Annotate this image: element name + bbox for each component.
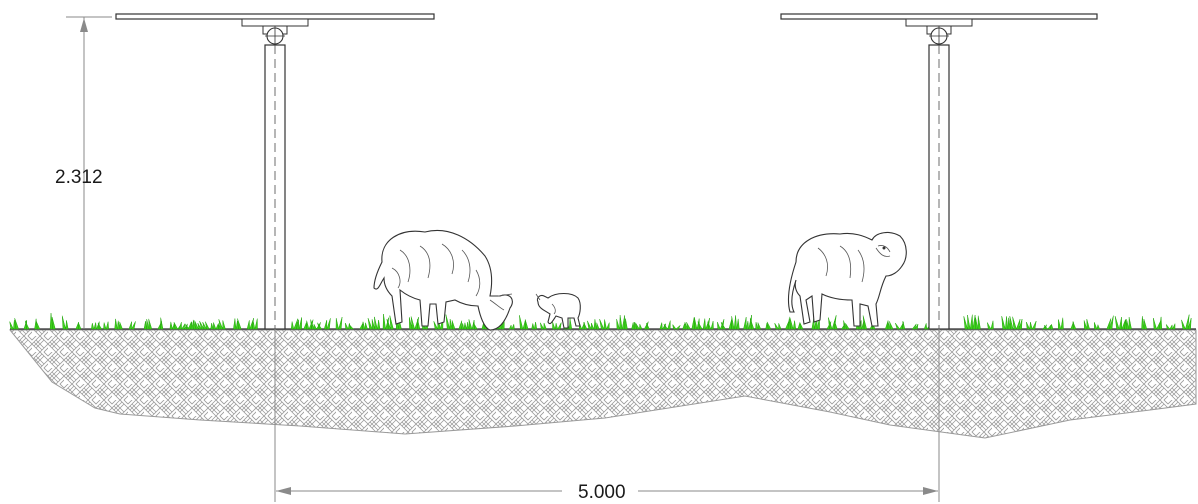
grass-tuft (187, 319, 199, 330)
standing-sheep (787, 231, 907, 327)
grass-tuft (91, 321, 103, 330)
spacing-dimension: 5.000 (274, 329, 940, 503)
grass-tuft (508, 323, 515, 330)
lamb (535, 292, 581, 329)
grass-tuft (826, 315, 838, 330)
grass-strip (9, 313, 1192, 330)
grass-tuft (531, 321, 538, 330)
grass-tuft (335, 317, 343, 330)
height-dimension-label: 2.312 (55, 167, 103, 188)
grass-tuft (367, 316, 381, 330)
grass-tuft (1141, 316, 1148, 330)
grass-tuft (643, 321, 650, 330)
grass-tuft (169, 321, 182, 330)
height-dimension: 2.312 (55, 16, 112, 328)
grass-tuft (691, 317, 703, 330)
grass-tuft (210, 322, 222, 330)
solar-panel-left (115, 13, 435, 20)
grass-tuft (797, 322, 804, 330)
grass-tuft (1106, 315, 1114, 330)
grass-tuft (143, 318, 153, 330)
grass-tuft (975, 315, 981, 330)
grass-tuft (1094, 322, 1100, 330)
grass-tuft (599, 319, 610, 330)
grass-tuft (114, 318, 123, 330)
grass-tuft (34, 318, 41, 330)
grazing-sheep (373, 229, 513, 331)
grass-tuft (458, 320, 470, 330)
grass-tuft (409, 316, 421, 330)
grass-tuft (631, 322, 643, 330)
grass-tuft (616, 315, 628, 330)
grass-tuft (1165, 323, 1176, 330)
grass-tuft (218, 319, 226, 330)
grass-tuft (774, 322, 782, 330)
grass-tuft (1083, 319, 1090, 330)
grass-tuft (1114, 316, 1128, 330)
grass-tuft (290, 317, 302, 330)
grass-tuft (1012, 316, 1023, 330)
spacing-dimension-label: 5.000 (578, 482, 626, 503)
grass-tuft (359, 321, 368, 330)
grass-tuft (765, 321, 772, 330)
grass-tuft (468, 319, 478, 330)
soil-section (8, 329, 1197, 439)
panel-bracket-right (905, 18, 973, 27)
grass-tuft (1001, 315, 1014, 330)
grass-tuft (103, 321, 109, 330)
grass-tuft (445, 314, 456, 330)
grass-tuft (178, 322, 190, 330)
grass-tuft (1042, 323, 1054, 330)
grass-tuft (659, 320, 671, 330)
grass-tuft (157, 317, 164, 330)
grass-tuft (1070, 321, 1077, 330)
grass-tuft (987, 320, 994, 330)
grass-tuft (1126, 317, 1132, 330)
grass-tuft (884, 320, 894, 330)
grass-tuft (1181, 314, 1192, 330)
grass-tuft (755, 322, 762, 330)
grass-tuft (717, 319, 726, 330)
grass-tuft (1153, 316, 1163, 330)
grass-tuft (743, 314, 755, 330)
grass-tuft (49, 313, 56, 330)
grass-tuft (895, 321, 906, 330)
grass-tuft (519, 315, 529, 330)
grass-tuft (682, 322, 691, 330)
grass-tuft (672, 324, 681, 330)
grass-tuft (911, 323, 919, 330)
grass-tuft (702, 317, 714, 330)
grass-tuft (540, 322, 547, 330)
grass-tuft (75, 321, 82, 330)
grass-tuft (303, 319, 315, 330)
grass-tuft (728, 315, 740, 330)
grass-tuft (963, 314, 976, 330)
grass-tuft (1026, 320, 1037, 330)
grass-tuft (1058, 317, 1064, 330)
grass-tuft (61, 315, 69, 330)
grass-tuft (233, 318, 242, 330)
solar-panel-right (780, 13, 1098, 20)
grass-tuft (840, 320, 850, 330)
panel-bracket-left (241, 18, 309, 27)
grass-tuft (323, 318, 331, 330)
grass-tuft (382, 313, 394, 330)
grass-tuft (197, 320, 210, 330)
grass-tuft (587, 319, 600, 330)
grass-tuft (9, 318, 19, 330)
grass-tuft (246, 318, 258, 330)
grass-tuft (128, 321, 136, 330)
grass-tuft (23, 319, 30, 330)
grass-tuft (552, 321, 562, 330)
grass-tuft (345, 322, 354, 330)
grass-tuft (785, 316, 797, 330)
grass-tuft (313, 322, 323, 330)
